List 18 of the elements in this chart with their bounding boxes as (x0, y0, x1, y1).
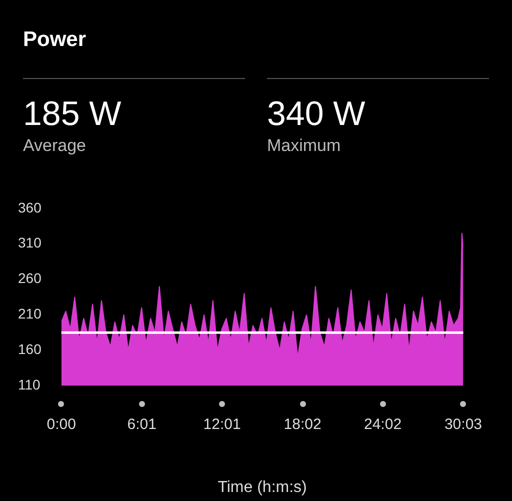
x-tick-label: 0:00 (46, 416, 76, 433)
text: 340 W (267, 95, 366, 134)
y-tick-label: 160 (18, 341, 42, 358)
y-tick-label: 260 (18, 270, 42, 286)
text: Maximum (267, 136, 342, 156)
y-tick-label: 360 (18, 199, 42, 216)
y-tick-label: 210 (18, 306, 42, 322)
x-axis-title: Time (h:m:s) (218, 478, 307, 496)
x-tick-label: 6:01 (127, 416, 156, 433)
y-tick-label: 310 (18, 234, 42, 251)
x-tick-label: 18:02 (284, 416, 322, 433)
x-tick-label: 12:01 (203, 416, 241, 433)
text: Average (23, 136, 88, 156)
y-tick-label: 110 (18, 376, 41, 393)
text: 185 W (23, 95, 122, 134)
x-tick-label: 30:03 (444, 416, 482, 433)
x-tick-label: 24:02 (364, 416, 402, 433)
chart-title: Power (23, 28, 86, 52)
